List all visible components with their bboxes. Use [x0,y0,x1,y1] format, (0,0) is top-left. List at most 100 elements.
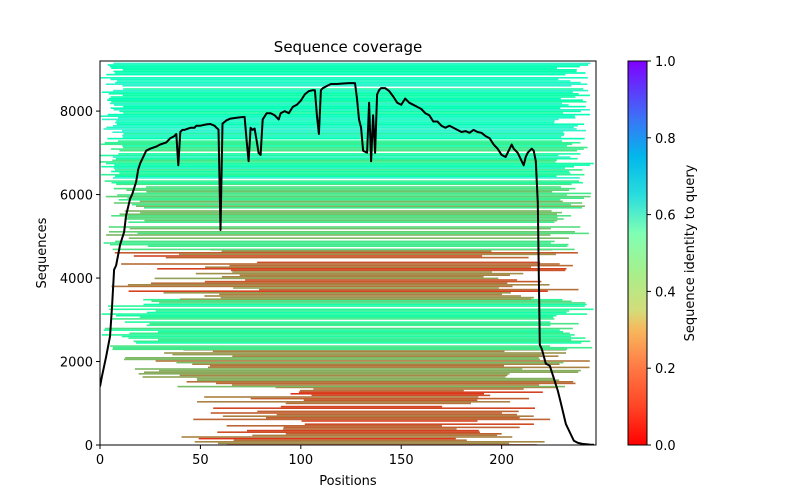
alignment-row [301,420,478,422]
alignment-row [208,366,590,369]
x-tick-label: 100 [288,453,313,468]
alignment-row [100,154,559,157]
alignment-row [108,226,581,228]
alignment-row [124,210,552,212]
alignment-row [151,300,572,303]
alignment-row [144,371,579,373]
alignment-row [111,181,583,184]
colorbar-tick-label: 0.8 [655,132,676,147]
alignment-row [113,187,576,190]
alignment-row [204,396,479,398]
alignment-row [106,73,566,76]
alignment-row [107,137,585,140]
alignment-row [113,70,577,73]
alignment-row [100,115,575,117]
alignment-row [259,288,579,291]
x-axis-label: Positions [319,474,377,489]
alignment-row [101,313,588,315]
alignment-row [142,376,506,378]
alignment-row [127,197,585,199]
alignment-row [198,437,456,440]
alignment-row [139,200,563,203]
chart-title: Sequence coverage [274,38,422,56]
alignment-row [133,255,483,257]
alignment-row [165,256,529,259]
alignment-row [129,332,570,335]
alignment-row [110,96,576,98]
y-tick-label: 6000 [60,189,93,204]
coverage-line [100,82,595,445]
alignment-row [233,439,467,441]
alignment-row [176,361,564,364]
alignment-row [213,407,535,409]
alignment-row [158,338,572,341]
alignment-row [119,213,557,215]
alignment-row [172,353,542,356]
alignment-row [106,234,551,236]
alignment-row [124,218,564,220]
alignment-row [303,399,478,401]
alignment-row [103,128,577,130]
alignment-row [311,394,491,397]
alignment-row [192,363,560,365]
alignment-row [239,274,510,276]
alignment-row [104,141,581,144]
alignment-row [133,340,591,343]
alignment-row [140,211,562,214]
alignment-row [181,436,513,438]
alignment-row [222,415,534,417]
alignment-row [106,126,574,129]
alignment-row [101,118,559,121]
alignment-row [128,221,555,223]
alignment-row [110,78,559,81]
x-tick-label: 150 [389,453,414,468]
alignment-row [122,145,567,147]
alignment-row [128,290,548,292]
alignment-rows [100,62,594,445]
alignment-row [194,441,545,443]
alignment-row [219,293,502,296]
alignment-row [110,318,555,320]
alignment-row [231,269,566,272]
alignment-row [122,85,572,87]
alignment-row [101,143,573,146]
alignment-row [110,243,569,246]
alignment-row [285,433,502,435]
alignment-row [114,72,586,74]
alignment-row [125,357,539,359]
alignment-row [212,350,505,353]
alignment-row [299,389,464,392]
alignment-row [275,386,558,389]
colorbar [627,60,648,446]
alignment-row [111,101,587,103]
alignment-row [157,268,567,270]
alignment-row [118,199,561,201]
alignment-row [114,252,578,254]
alignment-row [118,140,563,142]
plot-frame [99,60,597,446]
alignment-row [116,120,555,122]
alignment-row [179,298,532,300]
alignment-row [285,402,471,405]
alignment-row [283,428,457,430]
alignment-row [217,442,510,445]
alignment-row [266,417,520,419]
alignment-row [113,202,583,204]
y-tick-label: 8000 [60,105,93,120]
alignment-row [119,172,571,174]
alignment-row [209,365,504,367]
alignment-row [113,125,578,127]
alignment-row [109,102,562,105]
colorbar-tick-label: 0.6 [655,209,676,224]
alignment-row [112,131,564,133]
alignment-row [119,149,578,152]
colorbar-axis: 0.0 0.2 0.4 0.6 0.8 1.0 [647,55,676,454]
colorbar-label: Sequence identity to query [683,164,698,341]
alignment-row [111,170,569,173]
alignment-row [143,303,587,306]
alignment-row [114,164,591,166]
alignment-row [113,167,565,170]
alignment-row [104,327,573,330]
alignment-row [154,277,499,280]
